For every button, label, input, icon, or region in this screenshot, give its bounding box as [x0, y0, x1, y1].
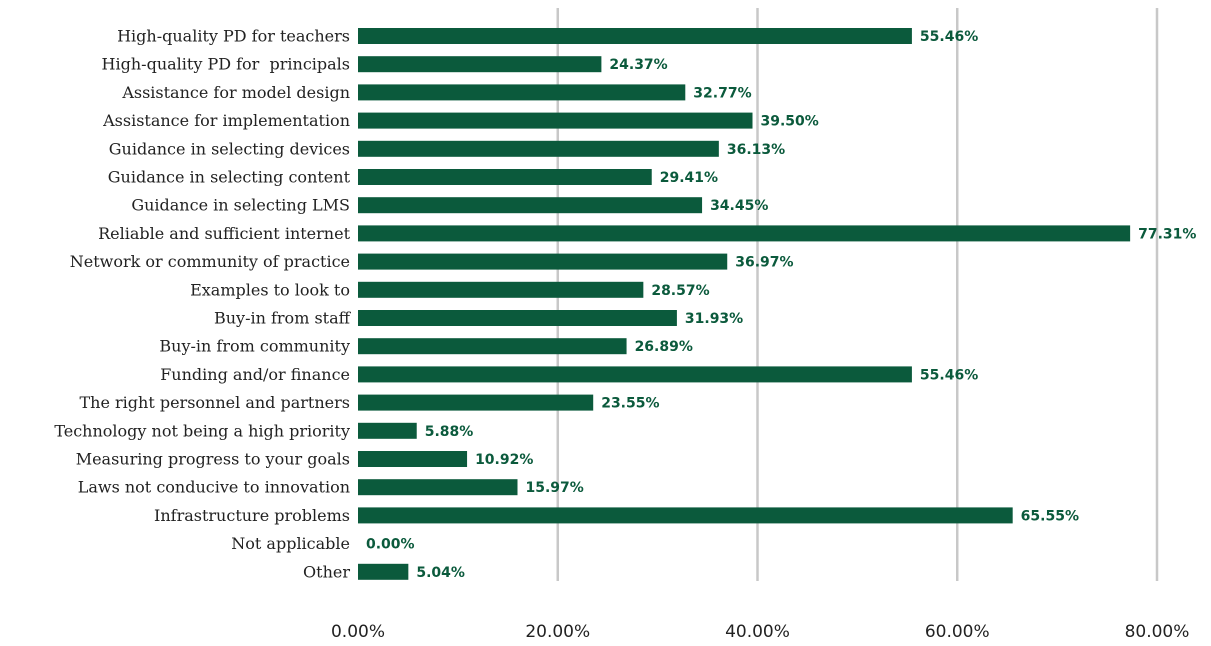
category-label: Other — [303, 562, 350, 581]
data-label: 23.55% — [601, 396, 659, 412]
category-label: Funding and/or finance — [160, 365, 350, 384]
data-label: 34.45% — [710, 198, 768, 214]
data-label: 39.50% — [761, 114, 819, 130]
bar — [358, 451, 468, 467]
category-label: Infrastructure problems — [154, 506, 350, 525]
data-label: 36.97% — [735, 255, 793, 271]
category-label: Guidance in selecting devices — [109, 139, 350, 158]
data-label: 24.37% — [609, 57, 667, 73]
category-label: Buy-in from community — [159, 337, 350, 356]
data-label: 5.04% — [416, 565, 465, 581]
bar — [358, 140, 719, 157]
bar — [358, 422, 417, 439]
bar — [358, 507, 1013, 524]
category-label: Network or community of practice — [70, 252, 350, 271]
x-axis-tick-labels: 0.00% 20.00% 40.00% 60.00% 80.00% — [331, 622, 1189, 642]
data-label: 28.57% — [651, 283, 709, 299]
value-labels: 55.46% 24.37% 32.77% 39.50% 36.13% 29.41% 34.4… — [366, 29, 1196, 581]
category-label: Laws not conducive to innovation — [78, 478, 350, 497]
data-label: 15.97% — [526, 480, 584, 496]
category-label: Assistance for model design — [121, 83, 350, 102]
bar — [358, 338, 627, 355]
x-tick-label: 20.00% — [525, 622, 590, 642]
category-label: Guidance in selecting content — [108, 168, 351, 187]
category-label: Reliable and sufficient internet — [98, 224, 350, 243]
category-label: Measuring progress to your goals — [76, 450, 350, 469]
data-label: 77.31% — [1138, 226, 1196, 242]
category-label: The right personnel and partners — [79, 393, 350, 412]
category-label: High-quality PD for teachers — [117, 27, 350, 46]
data-label: 55.46% — [920, 367, 978, 383]
category-label: Not applicable — [231, 534, 350, 553]
data-label: 10.92% — [475, 452, 533, 468]
category-labels: High-quality PD for teachers High-quality… — [54, 27, 351, 582]
data-label: 36.13% — [727, 142, 785, 158]
data-label: 29.41% — [660, 170, 718, 186]
bar — [358, 394, 594, 411]
bar — [358, 563, 409, 580]
bar — [358, 479, 518, 496]
bar — [358, 310, 677, 326]
data-label: 32.77% — [693, 85, 751, 101]
bar — [358, 28, 912, 44]
data-label: 55.46% — [920, 29, 978, 45]
bar — [358, 169, 652, 185]
bar — [358, 197, 703, 214]
bar — [358, 253, 728, 270]
category-label: Guidance in selecting LMS — [131, 196, 350, 215]
x-tick-label: 40.00% — [725, 622, 790, 642]
category-label: Technology not being a high priority — [54, 421, 350, 440]
bars — [358, 28, 1131, 580]
data-label: 65.55% — [1021, 508, 1079, 524]
category-label: Buy-in from staff — [214, 309, 352, 328]
bar — [358, 281, 644, 298]
bar — [358, 366, 912, 383]
data-label: 26.89% — [635, 339, 693, 355]
category-label: Assistance for implementation — [102, 111, 350, 130]
x-tick-label: 0.00% — [331, 622, 385, 642]
bar — [358, 225, 1131, 242]
bar — [358, 56, 602, 73]
category-label: Examples to look to — [190, 280, 350, 299]
data-label: 31.93% — [685, 311, 743, 327]
bar — [358, 112, 753, 129]
data-label: 5.88% — [425, 424, 474, 440]
bar — [358, 84, 686, 101]
category-label: High-quality PD for principals — [102, 55, 350, 74]
x-tick-label: 80.00% — [1125, 622, 1190, 642]
x-tick-label: 60.00% — [925, 622, 990, 642]
data-label: 0.00% — [366, 537, 415, 553]
